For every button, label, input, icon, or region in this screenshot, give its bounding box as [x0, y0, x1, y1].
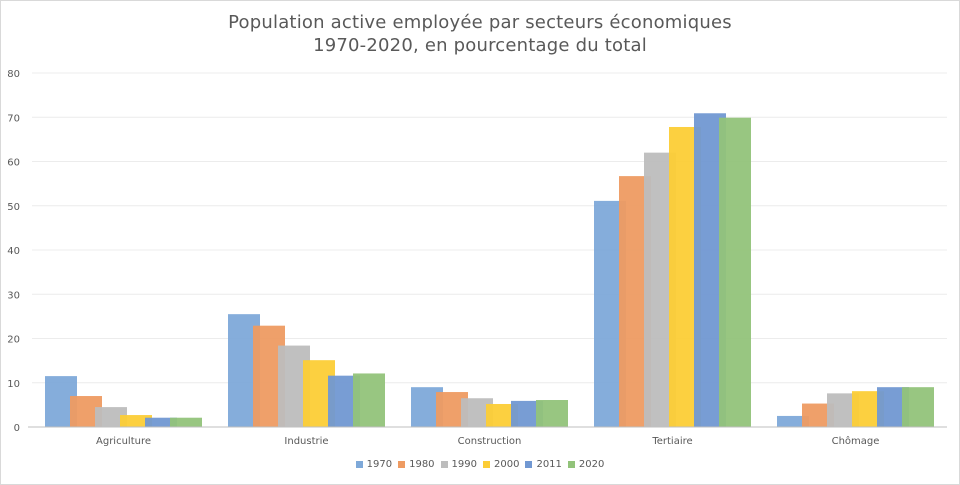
legend-item: 1990	[440, 459, 477, 470]
bar-1980	[802, 403, 834, 427]
legend-label: 1980	[409, 459, 435, 470]
chart-subtitle: 1970-2020, en pourcentage du total	[313, 35, 647, 56]
legend-item: 2020	[567, 459, 605, 470]
legend-swatch-icon	[398, 461, 406, 468]
x-category-label: Agriculture	[96, 436, 151, 447]
bar-2011	[145, 417, 177, 427]
legend-item: 2000	[483, 459, 519, 470]
bar-2020	[170, 417, 202, 427]
bar-2020	[719, 117, 751, 427]
bar-1990	[95, 407, 127, 427]
y-tick-label: 60	[7, 158, 20, 169]
legend-item: 1970	[355, 459, 393, 470]
y-tick-label: 80	[7, 69, 20, 80]
y-tick-label: 10	[7, 379, 20, 390]
y-tick-label: 0	[14, 423, 20, 434]
bar-2020	[902, 387, 934, 427]
legend-swatch-icon	[525, 461, 533, 468]
bar-2000	[486, 403, 518, 427]
x-category-label: Tertiaire	[651, 436, 692, 447]
x-category-label: Construction	[458, 436, 522, 447]
y-tick-label: 40	[7, 246, 20, 257]
chart-legend: 1970 1980 1990 2000 2011 2020	[0, 459, 960, 470]
legend-swatch-icon	[483, 461, 490, 468]
legend-label: 2000	[494, 459, 520, 470]
legend-label: 2011	[536, 459, 562, 470]
x-category-label: Chômage	[832, 435, 880, 447]
bar-1970	[777, 415, 809, 427]
x-category-label: Industrie	[284, 436, 328, 447]
chart-title: Population active employée par secteurs …	[228, 12, 732, 33]
legend-label: 1970	[366, 459, 393, 470]
y-tick-label: 70	[7, 113, 20, 124]
legend-label: 1990	[451, 459, 477, 470]
legend-item: 2011	[525, 459, 562, 470]
bar-2020	[536, 400, 568, 427]
legend-label: 2020	[578, 459, 605, 470]
legend-item: 1980	[398, 459, 435, 470]
bar-2000	[120, 415, 152, 427]
legend-swatch-icon	[440, 461, 448, 468]
y-tick-label: 30	[7, 290, 20, 301]
bar-2020	[353, 373, 385, 427]
y-tick-label: 50	[7, 202, 20, 213]
y-tick-label: 20	[7, 335, 20, 346]
legend-swatch-icon	[355, 461, 363, 468]
legend-swatch-icon	[567, 461, 575, 468]
